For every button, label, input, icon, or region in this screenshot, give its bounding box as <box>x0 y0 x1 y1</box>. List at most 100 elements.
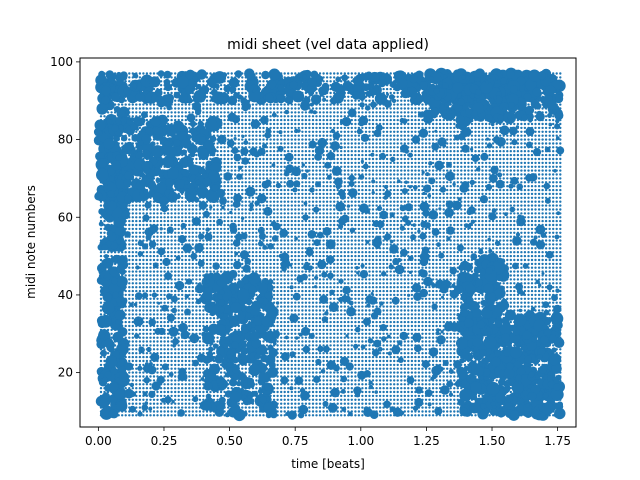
data-point <box>188 406 191 409</box>
data-point <box>110 332 113 335</box>
data-point <box>159 254 163 258</box>
data-point <box>283 138 286 141</box>
data-point <box>145 286 149 289</box>
data-point <box>163 243 166 246</box>
data-point <box>188 375 191 378</box>
data-point <box>149 375 152 378</box>
data-point <box>290 130 293 133</box>
data-point <box>227 239 230 242</box>
data-point <box>128 274 131 277</box>
data-point <box>251 235 255 238</box>
data-point <box>262 239 265 242</box>
data-point <box>152 379 156 382</box>
data-point <box>269 266 272 269</box>
data-point <box>209 227 212 231</box>
data-point <box>177 301 180 304</box>
data-point <box>294 243 297 246</box>
data-point <box>265 344 269 347</box>
data-point <box>142 371 145 374</box>
data-point <box>287 274 290 277</box>
data-point <box>237 216 240 219</box>
data-point <box>174 87 177 91</box>
data-point <box>170 363 173 367</box>
data-point <box>241 142 244 145</box>
data-point <box>142 282 145 285</box>
data-point <box>294 150 297 153</box>
data-point <box>241 367 244 370</box>
data-point <box>227 208 230 211</box>
data-point <box>166 286 170 289</box>
data-point <box>269 161 272 165</box>
data-point <box>216 247 219 250</box>
data-point <box>290 150 293 153</box>
data-point <box>248 146 251 149</box>
data-point <box>156 274 159 277</box>
data-point <box>272 126 276 130</box>
data-point <box>163 348 166 351</box>
data-point <box>255 379 258 382</box>
data-point <box>128 223 131 227</box>
data-point <box>177 216 180 219</box>
data-point <box>287 219 290 223</box>
data-point <box>205 95 209 99</box>
data-point <box>255 251 258 254</box>
data-point <box>294 301 297 304</box>
data-point <box>181 118 184 122</box>
data-point <box>283 192 286 196</box>
data-point <box>265 107 269 110</box>
data-point <box>287 247 290 250</box>
data-point <box>283 410 286 413</box>
data-point <box>156 344 159 347</box>
data-point <box>138 111 142 114</box>
data-point <box>280 297 283 300</box>
data-point <box>166 212 170 215</box>
data-point <box>131 379 134 382</box>
data-point <box>283 282 286 285</box>
data-point <box>198 348 202 351</box>
data-point <box>230 243 233 246</box>
data-point <box>290 196 293 199</box>
data-point <box>269 227 272 231</box>
data-point <box>128 355 131 359</box>
data-point <box>262 258 265 262</box>
data-point <box>265 223 269 227</box>
data-point <box>170 387 173 390</box>
data-point <box>195 208 198 211</box>
data-point <box>156 402 159 405</box>
data-point <box>294 262 297 266</box>
data-point <box>195 410 198 413</box>
data-point <box>255 181 258 184</box>
data-point <box>135 254 138 258</box>
data-point <box>262 165 265 168</box>
data-point <box>290 289 293 293</box>
data-point <box>142 227 145 231</box>
data-point <box>290 340 293 343</box>
data-point <box>248 181 251 184</box>
data-point <box>269 204 272 207</box>
data-point <box>138 262 142 266</box>
data-point <box>227 76 230 79</box>
data-point <box>255 185 258 188</box>
data-point <box>156 363 159 367</box>
data-point <box>188 286 191 289</box>
data-point <box>234 212 237 215</box>
data-point <box>170 324 173 328</box>
data-point <box>170 414 173 417</box>
data-point <box>181 340 184 343</box>
data-point <box>294 126 297 130</box>
data-point <box>184 398 187 401</box>
data-point <box>145 336 149 339</box>
data-point <box>135 231 138 234</box>
data-point <box>276 297 279 300</box>
data-point <box>188 379 191 382</box>
data-point <box>212 320 216 324</box>
data-point <box>241 270 244 273</box>
data-point <box>297 390 300 394</box>
data-point <box>149 383 152 386</box>
data-point <box>227 169 230 172</box>
data-point <box>184 320 187 324</box>
data-point <box>163 320 166 324</box>
data-point <box>269 126 272 130</box>
data-point <box>142 72 145 75</box>
data-point <box>269 200 272 203</box>
